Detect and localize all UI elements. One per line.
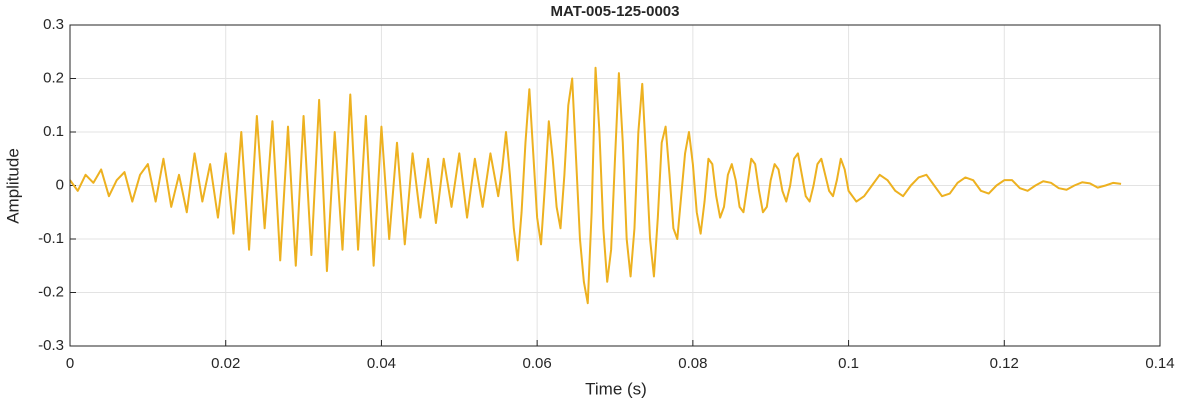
x-tick-label: 0.06 (523, 355, 552, 372)
signal-line (69, 66, 1122, 305)
y-tick-label: 0.3 (43, 16, 64, 33)
x-tick-label: 0.14 (1145, 355, 1174, 372)
x-tick-label: 0.12 (990, 355, 1019, 372)
x-tick-label: 0.04 (367, 355, 396, 372)
x-tick-label: 0 (66, 355, 74, 372)
plot-frame (69, 24, 1161, 347)
x-tick-label: 0.08 (678, 355, 707, 372)
y-tick-label: 0 (56, 176, 64, 193)
y-tick-label: -0.3 (38, 337, 64, 354)
y-tick-label: 0.1 (43, 123, 64, 140)
y-axis-label: Amplitude (3, 148, 22, 224)
x-tick-label: 0.02 (211, 355, 240, 372)
chart-title: MAT-005-125-0003 (551, 3, 680, 20)
y-tick-label: -0.2 (38, 283, 64, 300)
x-axis-label: Time (s) (585, 379, 647, 398)
x-tick-label: 0.1 (838, 355, 859, 372)
y-tick-label: -0.1 (38, 230, 64, 247)
y-tick-label: 0.2 (43, 69, 64, 86)
